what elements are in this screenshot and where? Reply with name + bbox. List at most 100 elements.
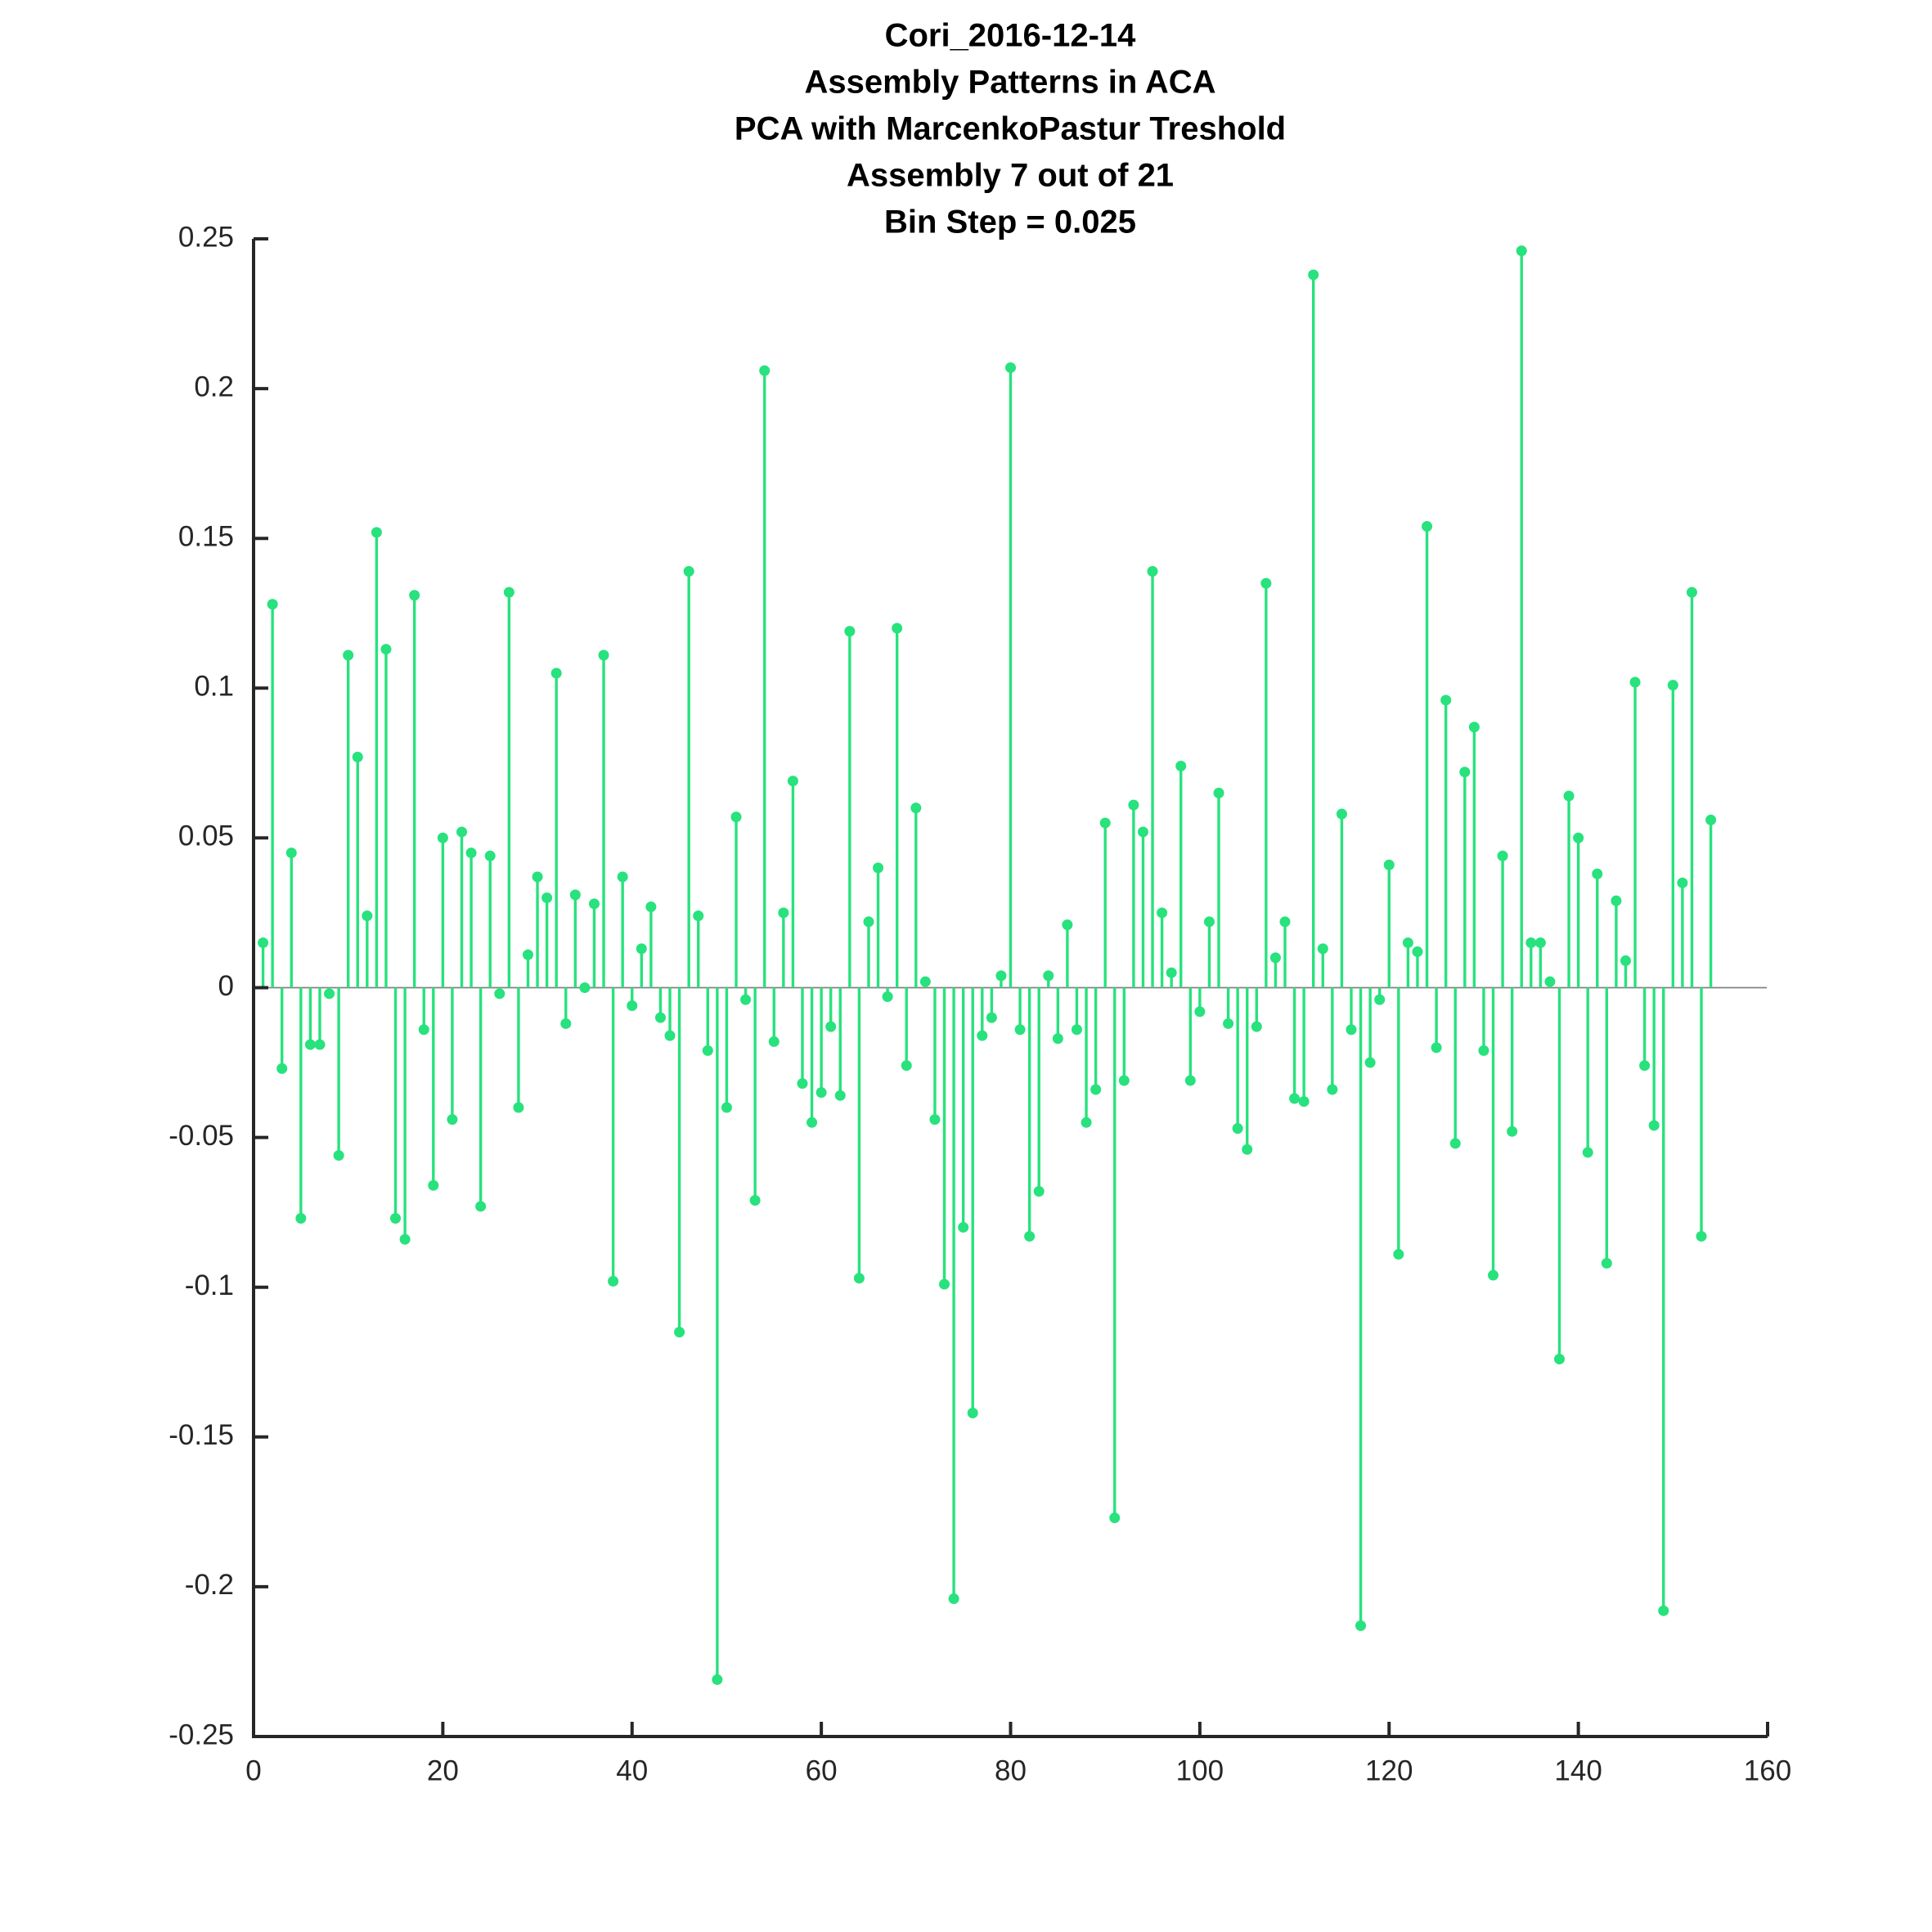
stem-marker bbox=[939, 1278, 950, 1290]
title-line-4: Assembly 7 out of 21 bbox=[847, 158, 1174, 194]
stem-point bbox=[1696, 987, 1707, 1242]
stem-point bbox=[588, 898, 600, 988]
stem-marker bbox=[1488, 1269, 1499, 1281]
data-stems bbox=[258, 245, 1717, 1685]
stem-marker bbox=[1478, 1045, 1489, 1056]
stem-marker bbox=[456, 826, 468, 838]
chart-title: Cori_2016-12-14 Assembly Patterns in ACA P… bbox=[735, 18, 1286, 240]
stem-point bbox=[768, 987, 780, 1047]
stem-point bbox=[1601, 987, 1612, 1269]
x-tick-label: 0 bbox=[245, 1755, 261, 1786]
stem-marker bbox=[1393, 1248, 1404, 1260]
stem-point bbox=[1488, 987, 1499, 1281]
stem-marker bbox=[1563, 790, 1575, 802]
stem-point bbox=[787, 775, 798, 988]
stem-point bbox=[352, 752, 363, 988]
stem-point bbox=[778, 907, 789, 988]
stem-point bbox=[1147, 565, 1158, 988]
title-line-2: Assembly Patterns in ACA bbox=[804, 65, 1215, 101]
stem-marker bbox=[1525, 937, 1537, 949]
stem-point bbox=[873, 862, 884, 988]
stem-marker bbox=[1251, 1021, 1262, 1032]
stem-marker bbox=[362, 910, 373, 922]
stem-marker bbox=[948, 1593, 959, 1605]
stem-marker bbox=[1422, 521, 1433, 532]
stem-point bbox=[844, 626, 856, 988]
stem-marker bbox=[1090, 1084, 1102, 1095]
stem-marker bbox=[873, 862, 884, 874]
stem-marker bbox=[1223, 1018, 1234, 1029]
stem-marker bbox=[1440, 694, 1452, 706]
stem-marker bbox=[882, 991, 893, 1002]
stem-point bbox=[1137, 826, 1148, 988]
stem-point bbox=[1166, 967, 1177, 988]
stem-point bbox=[314, 987, 326, 1050]
stem-marker bbox=[1232, 1123, 1243, 1134]
stem-point bbox=[1062, 919, 1073, 988]
stem-marker bbox=[977, 1030, 988, 1041]
stem-point bbox=[371, 527, 382, 988]
stem-marker bbox=[371, 527, 382, 538]
y-tick-label: -0.05 bbox=[168, 1120, 234, 1152]
y-tick-label: 0.05 bbox=[178, 820, 234, 852]
stem-point bbox=[304, 987, 316, 1050]
chart-axes: 0.25 0.2 0.15 0.1 0.05 0 -0.05 -0.1 -0.15 -0.2 -0.… bbox=[168, 221, 1791, 1786]
stem-point bbox=[929, 987, 941, 1126]
stem-point bbox=[901, 987, 912, 1072]
stem-point bbox=[730, 811, 742, 988]
stem-point bbox=[465, 847, 477, 988]
stem-marker bbox=[995, 970, 1007, 982]
stem-point bbox=[1289, 987, 1301, 1104]
stem-marker bbox=[1242, 1143, 1253, 1155]
stem-point bbox=[1667, 680, 1678, 988]
stem-point bbox=[1525, 937, 1537, 988]
stem-marker bbox=[787, 775, 798, 787]
stem-point bbox=[560, 987, 572, 1029]
stem-marker bbox=[778, 907, 789, 919]
stem-point bbox=[958, 987, 969, 1233]
stem-marker bbox=[759, 365, 771, 376]
stem-marker bbox=[1459, 766, 1471, 778]
stem-point bbox=[362, 910, 373, 988]
title-line-1: Cori_2016-12-14 bbox=[885, 18, 1137, 54]
stem-point bbox=[939, 987, 950, 1290]
stem-point bbox=[645, 901, 657, 988]
y-tick-label: -0.25 bbox=[168, 1719, 234, 1750]
stem-point bbox=[1563, 790, 1575, 988]
stem-point bbox=[494, 987, 505, 1000]
stem-marker bbox=[343, 649, 354, 661]
stem-marker bbox=[834, 1090, 846, 1101]
stem-marker bbox=[1279, 916, 1291, 928]
stem-marker bbox=[1024, 1230, 1036, 1242]
stem-marker bbox=[1194, 1006, 1206, 1018]
stem-marker bbox=[608, 1275, 619, 1287]
stem-marker bbox=[645, 901, 657, 913]
stem-marker bbox=[740, 994, 752, 1005]
stem-marker bbox=[797, 1078, 808, 1090]
stem-point bbox=[390, 987, 402, 1224]
stem-point bbox=[1043, 970, 1054, 988]
stem-marker bbox=[825, 1021, 837, 1032]
stem-point bbox=[636, 943, 647, 988]
stem-point bbox=[1308, 269, 1319, 988]
stem-point bbox=[654, 987, 666, 1023]
stem-marker bbox=[569, 889, 581, 901]
stem-point bbox=[380, 644, 392, 988]
stem-point bbox=[1317, 943, 1328, 988]
y-tick-label: 0 bbox=[218, 970, 234, 1002]
stem-point bbox=[702, 987, 713, 1056]
stem-point bbox=[1553, 987, 1565, 1365]
stem-point bbox=[1346, 987, 1357, 1036]
stem-marker bbox=[674, 1327, 685, 1338]
stem-marker bbox=[1269, 952, 1281, 964]
stem-marker bbox=[1260, 577, 1272, 589]
stem-marker bbox=[844, 626, 856, 637]
stem-marker bbox=[986, 1012, 997, 1023]
stem-marker bbox=[295, 1212, 307, 1224]
stem-point bbox=[598, 649, 609, 988]
stem-point bbox=[749, 987, 761, 1206]
stem-point bbox=[343, 649, 354, 988]
stem-marker bbox=[598, 649, 609, 661]
stem-marker bbox=[1677, 877, 1688, 888]
